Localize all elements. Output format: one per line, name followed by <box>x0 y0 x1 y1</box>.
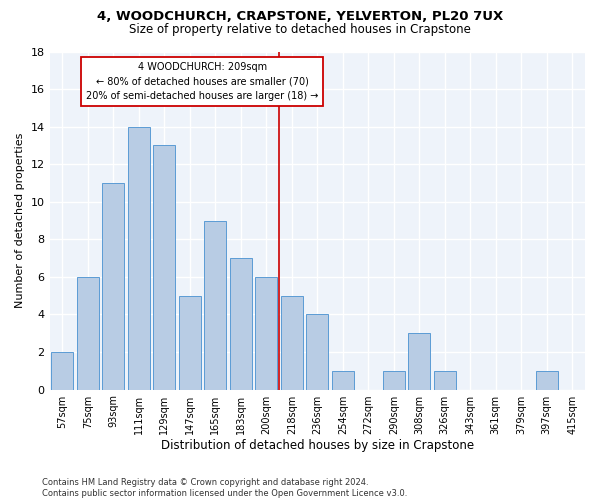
Bar <box>154 146 175 390</box>
X-axis label: Distribution of detached houses by size in Crapstone: Distribution of detached houses by size … <box>161 440 474 452</box>
Text: 4 WOODCHURCH: 209sqm
← 80% of detached houses are smaller (70)
20% of semi-detac: 4 WOODCHURCH: 209sqm ← 80% of detached h… <box>86 62 319 101</box>
Bar <box>409 333 430 390</box>
Bar <box>77 277 98 390</box>
Bar <box>103 183 124 390</box>
Bar <box>281 296 302 390</box>
Text: Contains HM Land Registry data © Crown copyright and database right 2024.
Contai: Contains HM Land Registry data © Crown c… <box>42 478 407 498</box>
Bar <box>128 126 149 390</box>
Bar <box>256 277 277 390</box>
Bar <box>179 296 200 390</box>
Bar <box>230 258 251 390</box>
Bar <box>307 314 328 390</box>
Bar <box>205 220 226 390</box>
Bar <box>434 371 455 390</box>
Bar <box>332 371 353 390</box>
Y-axis label: Number of detached properties: Number of detached properties <box>15 133 25 308</box>
Bar <box>52 352 73 390</box>
Bar <box>383 371 404 390</box>
Text: Size of property relative to detached houses in Crapstone: Size of property relative to detached ho… <box>129 22 471 36</box>
Bar <box>536 371 557 390</box>
Text: 4, WOODCHURCH, CRAPSTONE, YELVERTON, PL20 7UX: 4, WOODCHURCH, CRAPSTONE, YELVERTON, PL2… <box>97 10 503 23</box>
